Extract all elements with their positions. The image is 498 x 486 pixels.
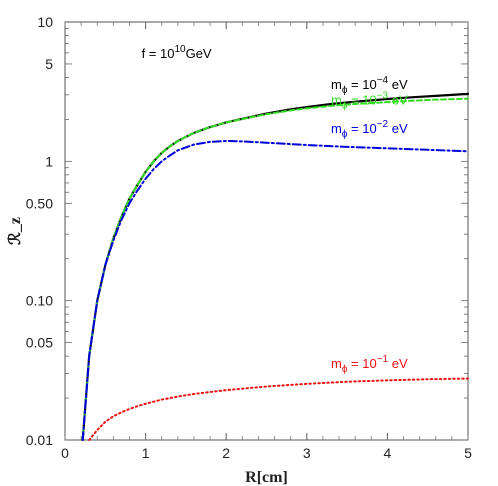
y-tick-label: 0.01	[26, 432, 53, 448]
x-tick-label: 5	[464, 445, 472, 461]
series-label: mϕ = 10−2 eV	[331, 119, 408, 140]
y-tick-label: 0.50	[26, 195, 53, 211]
series-label: mϕ = 10−4 eV	[331, 75, 408, 96]
parameter-annotation: f = 1010GeV	[142, 44, 212, 61]
series-label: mϕ = 10−3 eV	[331, 91, 408, 112]
y-tick-label: 5	[45, 56, 53, 72]
x-tick-label: 2	[222, 445, 230, 461]
y-axis-label: ℛ_z	[7, 217, 24, 245]
y-tick-label: 1	[45, 153, 53, 169]
x-tick-label: 3	[303, 445, 311, 461]
y-tick-label: 0.05	[26, 335, 53, 351]
plot-frame	[64, 21, 469, 441]
x-axis-label: R[cm]	[245, 469, 288, 486]
series-line	[88, 377, 469, 441]
x-tick-label: 0	[61, 445, 69, 461]
y-tick-label: 0.10	[26, 293, 53, 309]
x-tick-label: 1	[142, 445, 150, 461]
series-group	[81, 92, 470, 442]
series-label: mϕ = 10−1 eV	[331, 354, 408, 375]
x-tick-label: 4	[384, 445, 392, 461]
series-line	[81, 139, 469, 441]
y-tick-label: 10	[37, 14, 53, 30]
axis-ticks: 0 1 2 3 4 5 0.01 0.05 0.10 0.50 1 5 10	[26, 14, 472, 461]
